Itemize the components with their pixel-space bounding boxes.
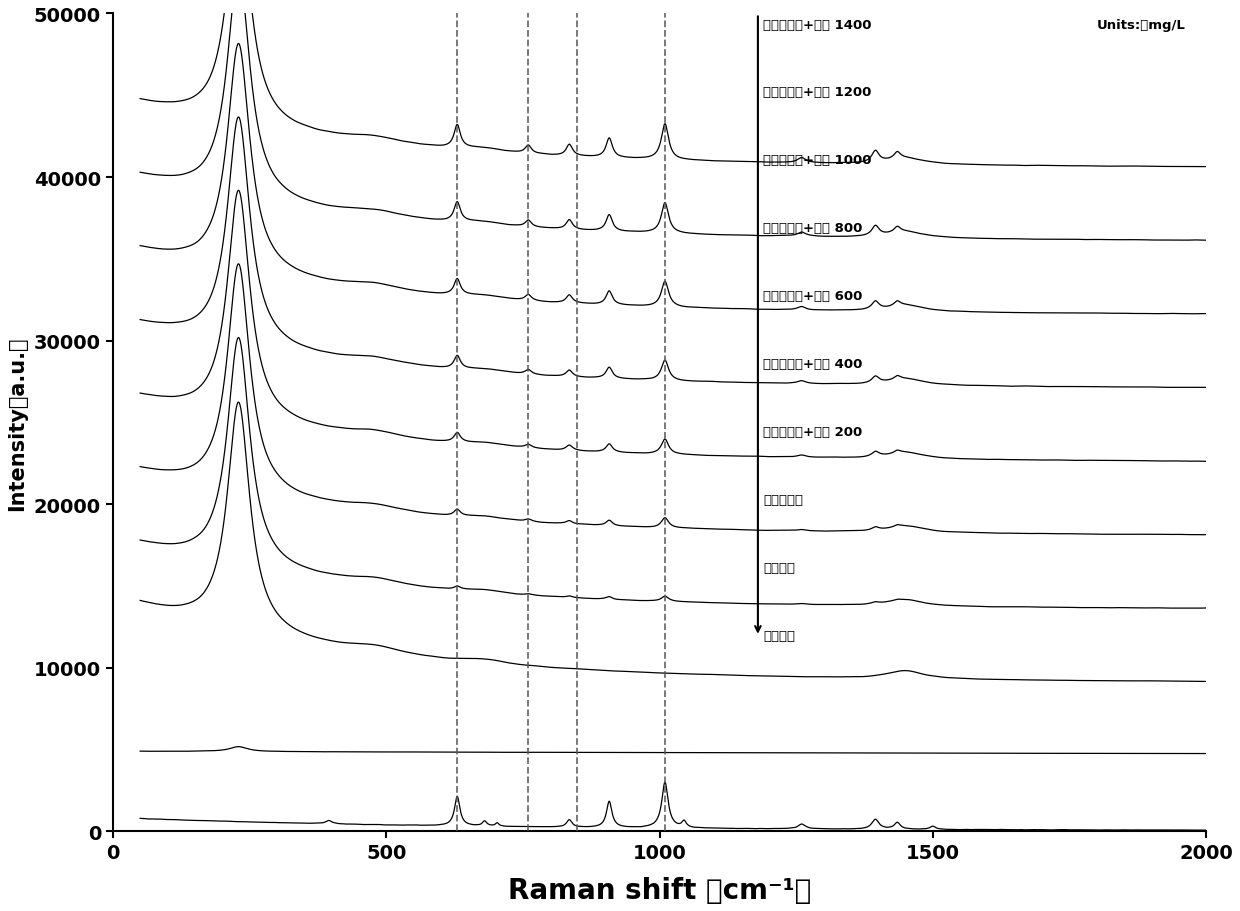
X-axis label: Raman shift （cm⁻¹）: Raman shift （cm⁻¹） bbox=[508, 876, 811, 904]
Y-axis label: Intensity（a.u.）: Intensity（a.u.） bbox=[7, 336, 27, 510]
Text: 去尿素尿液: 去尿素尿液 bbox=[764, 493, 804, 507]
Text: 去尿素尿液+肌酸 800: 去尿素尿液+肌酸 800 bbox=[764, 222, 863, 235]
Text: 去尿素尿液+肌酸 400: 去尿素尿液+肌酸 400 bbox=[764, 358, 863, 371]
Text: 去尿素尿液+肌酸 200: 去尿素尿液+肌酸 200 bbox=[764, 425, 863, 438]
Text: Units:　mg/L: Units: mg/L bbox=[1097, 18, 1185, 32]
Text: 去尿素尿液+肌酸 1400: 去尿素尿液+肌酸 1400 bbox=[764, 18, 872, 32]
Text: 去尿素尿液+肌酸 1000: 去尿素尿液+肌酸 1000 bbox=[764, 154, 872, 167]
Text: 金纳米棒: 金纳米棒 bbox=[764, 561, 795, 574]
Text: 去尿素尿液+肌酸 600: 去尿素尿液+肌酸 600 bbox=[764, 290, 863, 302]
Text: 去尿素尿液+肌酸 1200: 去尿素尿液+肌酸 1200 bbox=[764, 87, 872, 99]
Text: 肌酸粉末: 肌酸粉末 bbox=[764, 629, 795, 642]
